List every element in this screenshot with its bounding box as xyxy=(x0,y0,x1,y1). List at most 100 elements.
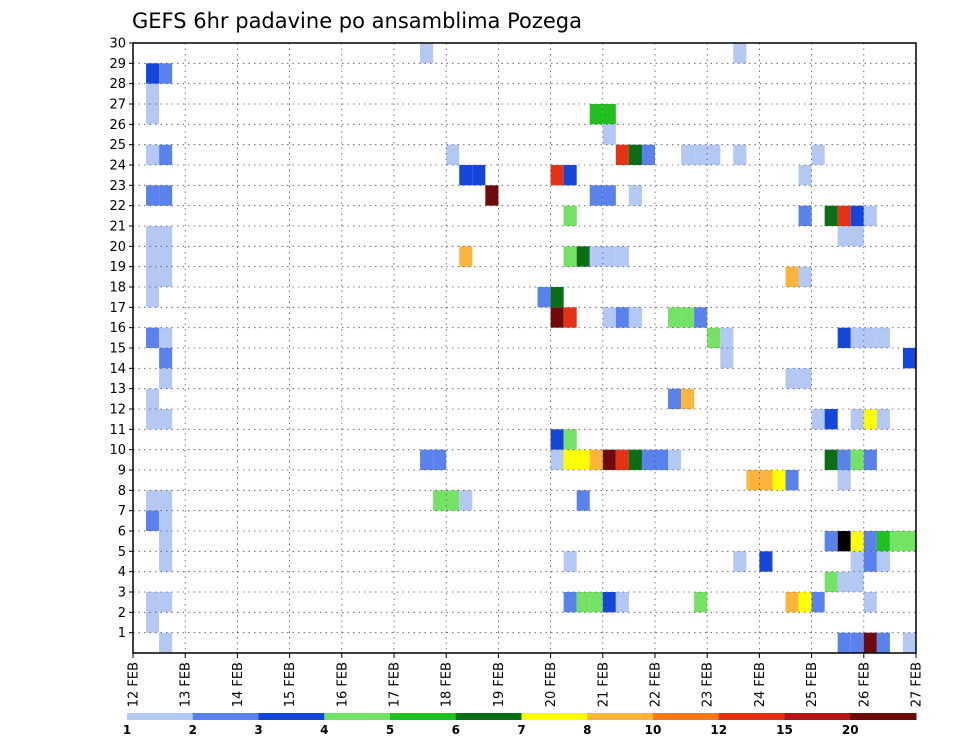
heatmap-cell xyxy=(798,592,812,613)
heatmap-cell xyxy=(615,246,629,267)
heatmap-cell xyxy=(863,531,877,552)
heatmap-cell xyxy=(602,449,616,470)
heatmap-cell xyxy=(902,632,916,653)
heatmap-cell xyxy=(563,165,577,186)
heatmap-cell xyxy=(459,165,473,186)
x-tick-label: 19 FEB xyxy=(492,662,507,707)
y-tick-label: 3 xyxy=(118,586,126,601)
heatmap-cell xyxy=(602,307,616,328)
heatmap-cell xyxy=(159,531,173,552)
heatmap-cell xyxy=(420,449,434,470)
heatmap-cell xyxy=(837,449,851,470)
heatmap-cell xyxy=(902,348,916,369)
heatmap-cell xyxy=(550,449,564,470)
heatmap-cell xyxy=(837,470,851,491)
heatmap-cell xyxy=(602,185,616,206)
legend-swatch xyxy=(324,713,391,720)
heatmap-cell xyxy=(146,592,160,613)
legend-swatch xyxy=(127,713,194,720)
heatmap-cell xyxy=(589,246,603,267)
heatmap-cell xyxy=(694,307,708,328)
heatmap-cell xyxy=(589,449,603,470)
heatmap-cell xyxy=(668,307,682,328)
heatmap-cell xyxy=(863,205,877,226)
heatmap-cell xyxy=(628,185,642,206)
heatmap-cell xyxy=(759,470,773,491)
legend-label: 15 xyxy=(776,723,793,737)
heatmap-cell xyxy=(563,307,577,328)
legend-label: 5 xyxy=(386,723,394,737)
y-tick-label: 21 xyxy=(109,220,126,235)
legend-swatch xyxy=(455,713,522,720)
heatmap-cell xyxy=(563,592,577,613)
heatmap-cell xyxy=(681,307,695,328)
legend-swatch xyxy=(718,713,785,720)
heatmap-cell xyxy=(733,43,747,64)
heatmap-cell xyxy=(615,592,629,613)
y-tick-label: 16 xyxy=(109,321,126,336)
heatmap-cell xyxy=(159,63,173,84)
heatmap-cell xyxy=(628,144,642,165)
y-tick-label: 1 xyxy=(118,626,126,641)
legend-label: 12 xyxy=(710,723,727,737)
heatmap-cell xyxy=(146,327,160,348)
heatmap-cell xyxy=(628,307,642,328)
heatmap-cell xyxy=(785,266,799,287)
heatmap-cell xyxy=(759,551,773,572)
heatmap-cell xyxy=(798,266,812,287)
heatmap-cell xyxy=(811,409,825,430)
y-tick-label: 8 xyxy=(118,484,126,499)
heatmap-cell xyxy=(863,592,877,613)
heatmap-cell xyxy=(159,246,173,267)
y-tick-label: 28 xyxy=(109,77,126,92)
heatmap-cell xyxy=(876,531,890,552)
heatmap-cell xyxy=(876,327,890,348)
heatmap-cell xyxy=(159,185,173,206)
heatmap-cell xyxy=(811,592,825,613)
heatmap-cell xyxy=(694,592,708,613)
heatmap-cell xyxy=(824,205,838,226)
x-tick-label: 26 FEB xyxy=(857,662,872,707)
heatmap-cell xyxy=(655,449,669,470)
legend-label: 6 xyxy=(452,723,460,737)
heatmap-cell xyxy=(785,592,799,613)
heatmap-cell xyxy=(850,409,864,430)
heatmap-cell xyxy=(850,531,864,552)
heatmap-cell xyxy=(707,144,721,165)
heatmap-cell xyxy=(733,144,747,165)
x-tick-label: 25 FEB xyxy=(805,662,820,707)
heatmap-cell xyxy=(863,632,877,653)
y-tick-label: 26 xyxy=(109,118,126,133)
heatmap-cell xyxy=(889,531,903,552)
chart-title: GEFS 6hr padavine po ansamblima Pozega xyxy=(132,9,582,33)
x-tick-label: 22 FEB xyxy=(649,662,664,707)
y-tick-label: 9 xyxy=(118,464,126,479)
legend-label: 3 xyxy=(254,723,262,737)
legend-label: 10 xyxy=(645,723,662,737)
heatmap-cell xyxy=(459,246,473,267)
x-tick-label: 16 FEB xyxy=(335,662,350,707)
heatmap-cell xyxy=(863,449,877,470)
legend-label: 20 xyxy=(842,723,859,737)
y-tick-label: 29 xyxy=(109,57,126,72)
heatmap-cell xyxy=(798,368,812,389)
heatmap-cell xyxy=(681,144,695,165)
heatmap-cell xyxy=(146,287,160,308)
y-axis: 1234567891011121314151617181920212223242… xyxy=(109,37,133,641)
heatmap-cell xyxy=(159,327,173,348)
x-tick-label: 21 FEB xyxy=(596,662,611,707)
heatmap-cell xyxy=(159,226,173,247)
heatmap-cell xyxy=(707,327,721,348)
y-tick-label: 24 xyxy=(109,159,126,174)
y-tick-label: 7 xyxy=(118,504,126,519)
heatmap-cell xyxy=(837,327,851,348)
y-tick-label: 15 xyxy=(109,342,126,357)
heatmap-cell xyxy=(563,429,577,450)
heatmap-cell xyxy=(146,185,160,206)
x-tick-label: 18 FEB xyxy=(440,662,455,707)
heatmap-cell xyxy=(576,490,590,511)
heatmap-cell xyxy=(798,165,812,186)
heatmap-cell xyxy=(146,266,160,287)
heatmap-cell xyxy=(746,470,760,491)
heatmap-cell xyxy=(772,470,786,491)
